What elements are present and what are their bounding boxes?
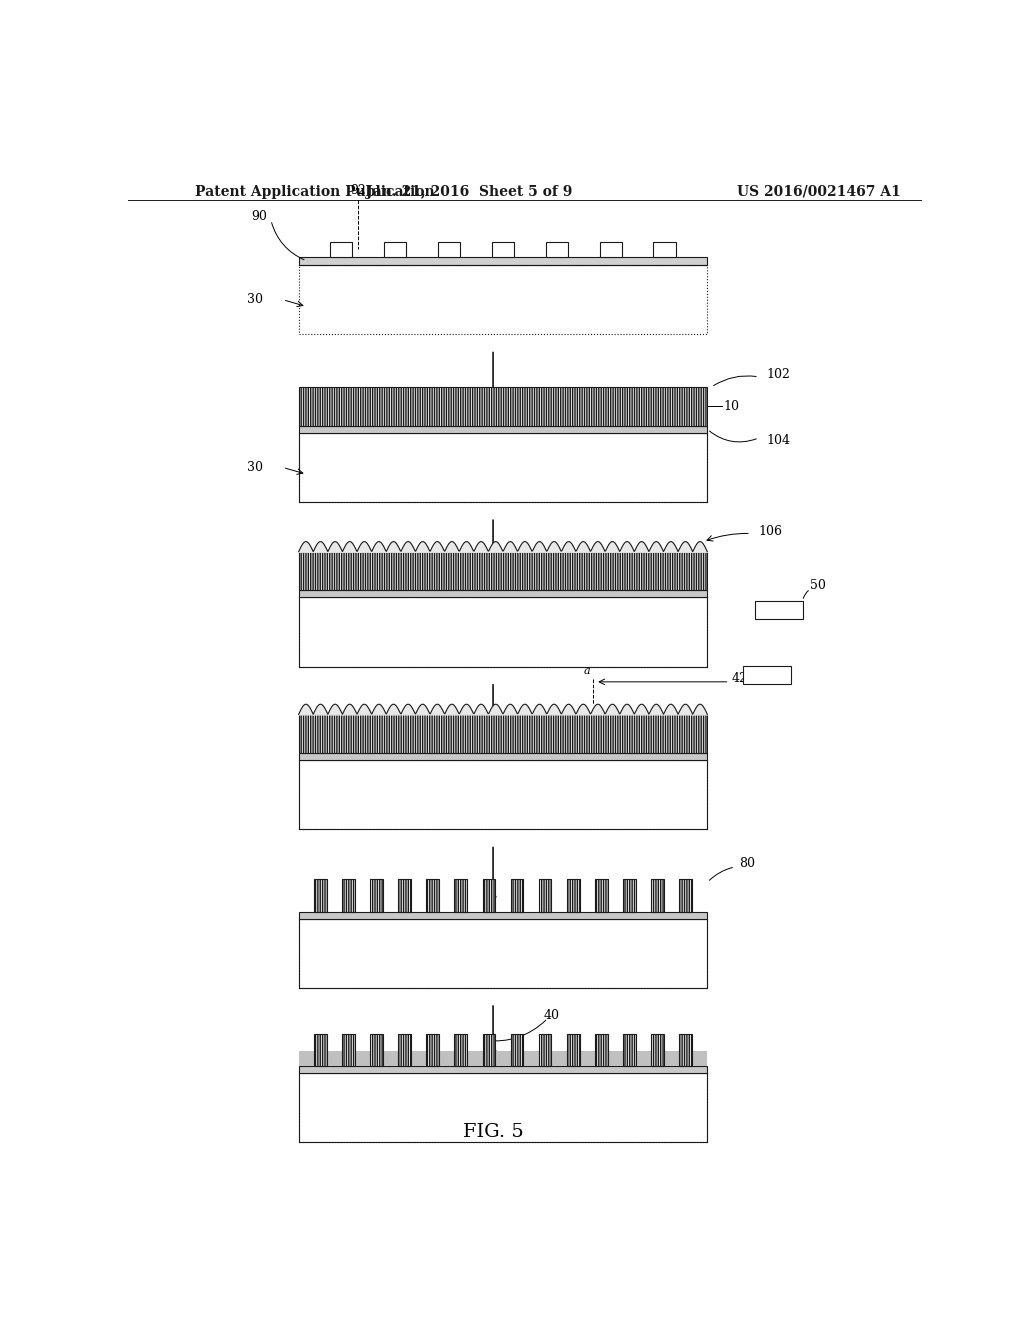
Bar xyxy=(331,243,352,256)
Bar xyxy=(539,879,552,912)
Text: Jan. 21, 2016  Sheet 5 of 9: Jan. 21, 2016 Sheet 5 of 9 xyxy=(366,185,572,199)
Text: 102: 102 xyxy=(767,368,791,381)
Bar xyxy=(299,552,708,590)
Bar xyxy=(299,714,708,752)
Bar xyxy=(511,879,523,912)
Bar xyxy=(492,243,514,256)
Bar xyxy=(299,256,708,265)
Text: a: a xyxy=(584,665,590,676)
Text: 42: 42 xyxy=(731,672,748,685)
Bar xyxy=(426,879,439,912)
Bar xyxy=(299,387,708,426)
Text: FIG. 5: FIG. 5 xyxy=(463,1123,523,1140)
Text: US 2016/0021467 A1: US 2016/0021467 A1 xyxy=(736,185,900,199)
Bar xyxy=(371,879,383,912)
Bar xyxy=(482,1034,496,1067)
Bar xyxy=(299,265,708,334)
Bar xyxy=(482,879,496,912)
Bar xyxy=(595,879,607,912)
Bar xyxy=(299,1067,708,1073)
Text: Patent Application Publication: Patent Application Publication xyxy=(196,185,435,199)
Bar xyxy=(600,243,622,256)
Bar xyxy=(743,667,791,684)
Text: 104: 104 xyxy=(767,434,791,447)
Bar xyxy=(299,912,708,919)
Bar xyxy=(651,879,664,912)
Bar xyxy=(299,919,708,987)
Bar xyxy=(653,243,676,256)
Bar xyxy=(679,879,692,912)
Bar xyxy=(371,1034,383,1067)
Text: 80: 80 xyxy=(739,857,755,870)
Bar xyxy=(299,590,708,598)
Bar xyxy=(755,601,803,619)
Text: 10: 10 xyxy=(723,400,739,413)
Bar xyxy=(567,1034,580,1067)
Bar xyxy=(679,1034,692,1067)
Bar xyxy=(651,1034,664,1067)
Text: 50: 50 xyxy=(811,579,826,593)
Bar xyxy=(398,1034,411,1067)
Bar xyxy=(546,243,568,256)
Bar xyxy=(455,1034,467,1067)
Bar xyxy=(299,1073,708,1142)
Bar xyxy=(384,243,407,256)
Text: 90: 90 xyxy=(251,210,267,223)
Bar xyxy=(314,1034,327,1067)
Bar xyxy=(511,1034,523,1067)
Bar xyxy=(299,433,708,502)
Bar xyxy=(455,879,467,912)
Bar xyxy=(299,598,708,667)
Bar xyxy=(398,879,411,912)
Bar xyxy=(539,1034,552,1067)
Bar xyxy=(567,879,580,912)
Text: 30: 30 xyxy=(247,461,263,474)
Bar xyxy=(314,879,327,912)
Bar xyxy=(426,1034,439,1067)
Text: 40: 40 xyxy=(544,1008,560,1022)
Bar xyxy=(299,1052,708,1067)
Bar xyxy=(342,879,354,912)
Text: 92: 92 xyxy=(350,183,366,197)
Text: 106: 106 xyxy=(759,525,783,539)
Bar xyxy=(299,760,708,829)
Bar xyxy=(623,879,636,912)
Bar xyxy=(299,752,708,760)
Bar xyxy=(595,1034,607,1067)
Text: 30: 30 xyxy=(247,293,263,306)
Bar xyxy=(623,1034,636,1067)
Bar xyxy=(342,1034,354,1067)
Bar xyxy=(299,426,708,433)
Bar xyxy=(438,243,460,256)
